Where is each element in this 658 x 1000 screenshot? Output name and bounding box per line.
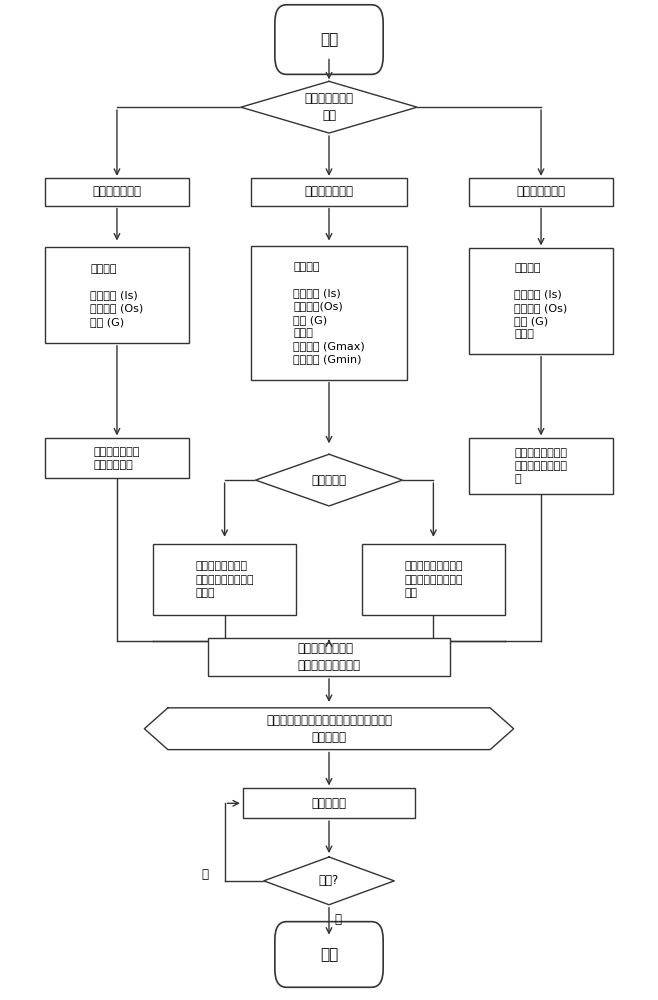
Text: 渐进式螺旋模式: 渐进式螺旋模式 [305, 185, 353, 198]
Text: 输入数据

内部尺寸 (Is)
外部尺寸 (Os)
间距 (G): 输入数据 内部尺寸 (Is) 外部尺寸 (Os) 间距 (G) [90, 264, 143, 327]
Text: 结束: 结束 [320, 947, 338, 962]
Text: 间距变化量: 间距变化量 [311, 474, 347, 487]
FancyBboxPatch shape [45, 438, 189, 478]
Text: 生成一其间距根据
输入的变化量而增加
的螺旋: 生成一其间距根据 输入的变化量而增加 的螺旋 [195, 561, 254, 598]
FancyBboxPatch shape [469, 438, 613, 494]
Text: 分段式螺旋模式: 分段式螺旋模式 [517, 185, 565, 198]
Text: 生成一其间距随段
的不同而变化的螺
旋: 生成一其间距随段 的不同而变化的螺 旋 [515, 448, 568, 484]
Text: 是: 是 [202, 868, 209, 881]
Text: 否: 否 [334, 913, 342, 926]
FancyBboxPatch shape [469, 178, 613, 206]
Text: 等间距螺旋模式: 等间距螺旋模式 [93, 185, 141, 198]
FancyBboxPatch shape [362, 544, 505, 615]
Text: 设置螺旋参数，诸如切割速度、激光能量
重复次数等: 设置螺旋参数，诸如切割速度、激光能量 重复次数等 [266, 714, 392, 744]
Text: 开始: 开始 [320, 32, 338, 47]
Text: 生成一其间距根据输
入的变化量而减小的
螺旋: 生成一其间距根据输 入的变化量而减小的 螺旋 [404, 561, 463, 598]
FancyBboxPatch shape [45, 178, 189, 206]
Text: 重复?: 重复? [319, 874, 339, 887]
Polygon shape [144, 708, 514, 750]
FancyBboxPatch shape [209, 638, 449, 676]
FancyBboxPatch shape [275, 922, 383, 987]
FancyBboxPatch shape [275, 5, 383, 74]
Text: 选择一螺旋生成
模式: 选择一螺旋生成 模式 [305, 92, 353, 122]
Polygon shape [255, 454, 403, 506]
FancyBboxPatch shape [251, 246, 407, 380]
Text: 生成一其间距维
持不变的螺旋: 生成一其间距维 持不变的螺旋 [94, 447, 140, 470]
FancyBboxPatch shape [243, 788, 415, 818]
Text: 生成该螺旋的目标
（显示于显示器上）: 生成该螺旋的目标 （显示于显示器上） [297, 642, 361, 672]
Text: 输入数据

内部尺寸 (Is)
外部尺寸(Os)
间距 (G)
变化量
最大间距 (Gmax)
最小间距 (Gmin): 输入数据 内部尺寸 (Is) 外部尺寸(Os) 间距 (G) 变化量 最大间距 … [293, 262, 365, 364]
Polygon shape [241, 81, 417, 133]
FancyBboxPatch shape [153, 544, 296, 615]
Polygon shape [264, 857, 394, 905]
FancyBboxPatch shape [251, 178, 407, 206]
FancyBboxPatch shape [469, 248, 613, 354]
Text: 形成一螺旋: 形成一螺旋 [311, 797, 347, 810]
Text: 输入数据

内部尺寸 (Is)
外部尺寸 (Os)
间距 (G)
段信息: 输入数据 内部尺寸 (Is) 外部尺寸 (Os) 间距 (G) 段信息 [515, 263, 568, 339]
FancyBboxPatch shape [45, 247, 189, 343]
